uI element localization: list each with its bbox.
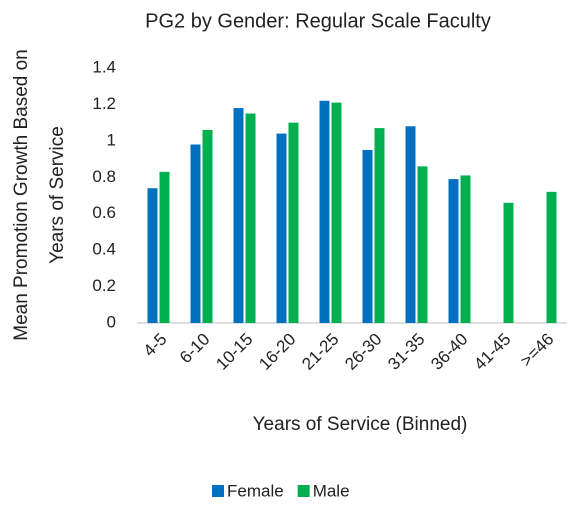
legend-swatch — [212, 485, 224, 497]
bar — [159, 171, 170, 323]
x-axis-title: Years of Service (Binned) — [253, 414, 468, 435]
bar — [276, 133, 287, 323]
bar — [202, 129, 213, 323]
bar — [233, 108, 244, 323]
bar — [362, 149, 373, 323]
y-tick-label: 0.8 — [92, 167, 116, 186]
x-tick-label: 16-20 — [255, 330, 299, 374]
y-tick-label: 1.2 — [92, 94, 116, 113]
y-axis-title: Mean Promotion Growth Based on — [11, 49, 32, 341]
x-tick-label: 21-25 — [298, 330, 342, 374]
legend-label: Male — [313, 481, 350, 500]
x-tick-label: 4-5 — [140, 330, 171, 361]
chart-title: PG2 by Gender: Regular Scale Faculty — [145, 10, 491, 32]
x-tick-label: 31-35 — [384, 330, 428, 374]
y-tick-label: 1.4 — [92, 57, 116, 76]
bar — [319, 100, 330, 324]
bar — [288, 122, 299, 324]
bar — [448, 179, 459, 323]
bar — [147, 188, 158, 323]
x-tick-label: 36-40 — [427, 330, 471, 374]
bar — [503, 202, 514, 323]
bar — [331, 102, 342, 323]
bar — [417, 166, 428, 323]
bar — [546, 191, 557, 323]
y-axis-title: Years of Service — [47, 126, 68, 264]
x-tick-label: 41-45 — [470, 330, 514, 374]
y-tick-label: 0.2 — [92, 276, 116, 295]
x-tick-label: 6-10 — [176, 330, 213, 367]
x-tick-label: 26-30 — [341, 330, 385, 374]
x-tick-label: >=46 — [517, 330, 558, 371]
y-tick-label: 1 — [107, 130, 116, 149]
y-tick-label: 0 — [107, 312, 116, 331]
y-tick-label: 0.4 — [92, 240, 116, 259]
y-tick-label: 0.6 — [92, 203, 116, 222]
bar — [405, 126, 416, 324]
x-tick-label: 10-15 — [212, 330, 256, 374]
bar — [460, 175, 471, 323]
bar — [190, 144, 201, 323]
legend-label: Female — [227, 481, 284, 500]
bar — [245, 113, 256, 324]
legend-swatch — [297, 485, 310, 497]
bar — [374, 128, 385, 323]
